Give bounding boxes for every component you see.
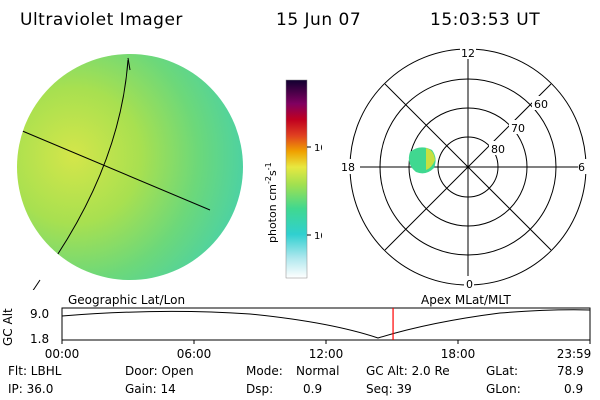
timeline-tick-0: 00:00 <box>45 347 80 361</box>
timeline-tick-3: 18:00 <box>441 347 476 361</box>
timeline-frame <box>61 307 591 341</box>
gain-info: Gain: 14 <box>125 382 176 396</box>
door-info: Door: Open <box>125 364 194 378</box>
geographic-image <box>17 54 243 290</box>
ip-info: IP: 36.0 <box>8 382 54 396</box>
mlt-0-label: 0 <box>466 278 473 290</box>
glat-value: 78.9 <box>557 364 584 378</box>
timeline-tick-2: 12:00 <box>309 347 344 361</box>
timeline-tick-4: 23:59 <box>557 347 592 361</box>
colorbar-gradient <box>285 79 308 279</box>
gc-alt-info: GC Alt: 2.0 Re <box>366 364 450 378</box>
earth-disk <box>17 54 243 280</box>
latitude-line <box>19 129 211 211</box>
mode-label: Mode: <box>246 364 283 378</box>
glon-value: 0.9 <box>564 382 584 396</box>
dsp-label: Dsp: <box>246 382 274 396</box>
instrument-title: Ultraviolet Imager <box>20 10 183 30</box>
orbit-timeline[interactable]: GC Alt 9.0 1.8 00:00 06:00 12:00 18:00 2… <box>0 300 600 362</box>
colorbar-unit-label: photon cm-2s-1 <box>264 162 279 243</box>
mode-value: Normal <box>296 364 340 378</box>
altitude-curve <box>61 309 591 339</box>
polar-plot: 12 18 6 0 60 70 80 <box>338 46 594 290</box>
seq-info: Seq: 39 <box>366 382 412 396</box>
time-label: 15:03:53 UT <box>430 10 541 30</box>
mlt-6-label: 6 <box>578 161 585 174</box>
mlt-12-label: 12 <box>461 47 475 60</box>
glat-label: GLat: <box>486 364 519 378</box>
colorbar-tick-100: 100 <box>314 143 322 154</box>
date-label: 15 Jun 07 <box>276 10 362 30</box>
apex-label: Apex MLat/MLT <box>421 293 511 307</box>
mlt-18-label: 18 <box>341 161 355 174</box>
glon-label: GLon: <box>486 382 521 396</box>
geographic-label: Geographic Lat/Lon <box>68 293 186 307</box>
timeline-y-bottom: 1.8 <box>30 332 49 346</box>
dsp-value: 0.9 <box>303 382 323 396</box>
timeline-y-axis-label: GC Alt <box>1 308 15 346</box>
mlat-80-label: 80 <box>491 143 505 156</box>
timeline-y-top: 9.0 <box>30 307 49 321</box>
colorbar-tick-10: 10 <box>314 231 322 242</box>
meridian-line <box>39 59 129 280</box>
filter-info: Flt: LBHL <box>8 364 62 378</box>
mlat-70-label: 70 <box>511 122 525 135</box>
timeline-tick-1: 06:00 <box>177 347 212 361</box>
mlat-60-label: 60 <box>534 98 548 111</box>
colorbar: 100 10 photon cm-2s-1 <box>264 79 322 279</box>
polar-diagonal-2 <box>384 83 552 251</box>
